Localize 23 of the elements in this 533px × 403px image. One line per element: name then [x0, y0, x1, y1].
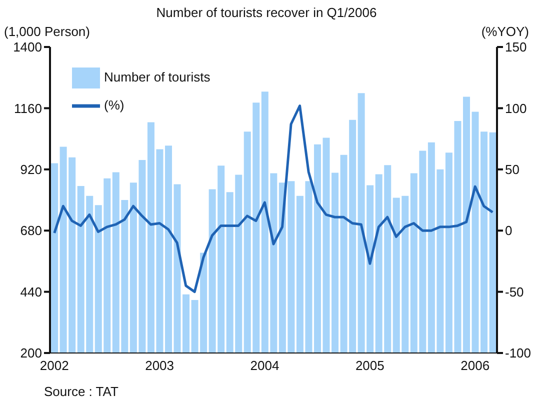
legend-label: Number of tourists [104, 69, 210, 84]
y2-tick-label: -100 [505, 346, 532, 361]
y2-tick-label: -50 [505, 284, 524, 300]
y2-tick-label: 100 [505, 100, 527, 116]
y-tick-label: 1400 [13, 40, 42, 55]
legend-label: (%) [104, 97, 124, 112]
x-tick-label: 2006 [460, 358, 490, 374]
y-axis-title: (1,000 Person) [4, 24, 90, 39]
y2-tick-label: 150 [505, 40, 527, 55]
x-tick-label: 2003 [145, 358, 174, 374]
y-tick-label: 200 [20, 346, 42, 361]
y2-tick-label: 50 [505, 162, 520, 178]
y2-tick-label: 0 [505, 223, 512, 238]
y-tick-label: 1160 [14, 100, 42, 116]
y-tick-label: 920 [20, 162, 42, 178]
x-tick-label: 2004 [250, 358, 280, 374]
chart-title: Number of tourists recover in Q1/2006 [155, 5, 378, 20]
x-tick-label: 2002 [40, 358, 69, 374]
y2-axis-title: (%YOY) [481, 24, 529, 39]
source-note: Source : TAT [44, 384, 118, 399]
y-tick-label: 680 [20, 223, 42, 238]
x-tick-label: 2005 [355, 358, 384, 374]
y-tick-label: 440 [20, 284, 42, 300]
